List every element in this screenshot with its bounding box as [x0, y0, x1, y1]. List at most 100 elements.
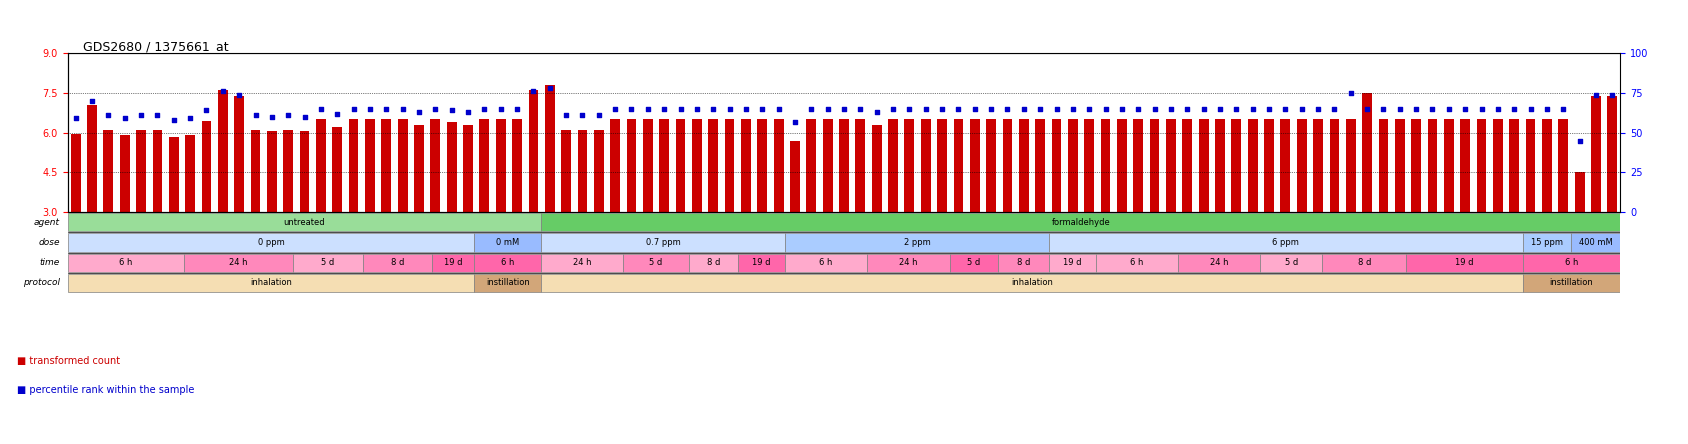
Point — [520, 88, 547, 95]
Point — [1337, 89, 1364, 96]
Point — [339, 105, 366, 112]
Bar — [1133, 119, 1143, 212]
Bar — [414, 125, 424, 212]
Point — [782, 118, 809, 125]
Point — [1305, 105, 1332, 112]
FancyBboxPatch shape — [474, 234, 542, 252]
FancyBboxPatch shape — [363, 254, 432, 272]
Bar — [398, 119, 407, 212]
Bar — [545, 85, 555, 212]
Point — [994, 105, 1021, 112]
Point — [1011, 105, 1038, 112]
Point — [209, 88, 236, 95]
Text: untreated: untreated — [284, 218, 326, 227]
Bar — [201, 121, 211, 212]
Point — [1239, 105, 1266, 112]
Bar — [1264, 119, 1274, 212]
Text: time: time — [39, 258, 59, 267]
Point — [684, 105, 711, 112]
Bar — [1379, 119, 1388, 212]
Bar — [1428, 119, 1438, 212]
Bar — [447, 122, 456, 212]
Point — [405, 108, 432, 115]
Point — [1190, 105, 1217, 112]
FancyBboxPatch shape — [689, 254, 738, 272]
Bar — [1084, 119, 1094, 212]
Bar — [724, 119, 734, 212]
Bar — [71, 134, 81, 212]
Bar — [381, 119, 392, 212]
FancyBboxPatch shape — [542, 254, 623, 272]
Bar — [1198, 119, 1209, 212]
Point — [192, 107, 219, 114]
FancyBboxPatch shape — [1406, 254, 1523, 272]
FancyBboxPatch shape — [1523, 254, 1620, 272]
Text: inhalation: inhalation — [1011, 278, 1053, 287]
Bar — [1394, 119, 1404, 212]
Point — [1386, 105, 1413, 112]
Point — [79, 97, 106, 104]
Point — [814, 105, 841, 112]
Bar — [626, 119, 636, 212]
Bar — [839, 119, 849, 212]
Point — [1403, 105, 1430, 112]
Text: 24 h: 24 h — [230, 258, 248, 267]
Text: 0.7 ppm: 0.7 ppm — [647, 238, 680, 247]
Bar — [986, 119, 996, 212]
Bar — [971, 119, 979, 212]
FancyBboxPatch shape — [998, 254, 1048, 272]
Bar — [1215, 119, 1225, 212]
Bar — [1150, 119, 1160, 212]
Bar — [316, 119, 326, 212]
Point — [1124, 105, 1151, 112]
Text: agent: agent — [34, 218, 59, 227]
Point — [896, 105, 923, 112]
FancyBboxPatch shape — [623, 254, 689, 272]
Point — [1075, 105, 1102, 112]
Point — [618, 105, 645, 112]
Text: 8 d: 8 d — [392, 258, 403, 267]
Text: 24 h: 24 h — [574, 258, 591, 267]
Bar — [186, 135, 196, 212]
Text: 5 d: 5 d — [967, 258, 981, 267]
FancyBboxPatch shape — [474, 254, 542, 272]
FancyBboxPatch shape — [868, 254, 950, 272]
Point — [1452, 105, 1479, 112]
Bar — [709, 119, 717, 212]
Point — [537, 85, 564, 92]
Bar — [1296, 119, 1307, 212]
Point — [1533, 105, 1560, 112]
Point — [1026, 105, 1053, 112]
Point — [830, 105, 858, 112]
Point — [552, 112, 579, 119]
Bar — [1411, 119, 1421, 212]
Bar — [284, 130, 294, 212]
Point — [143, 112, 170, 119]
Bar — [1526, 119, 1536, 212]
Point — [1566, 137, 1593, 144]
Point — [1469, 105, 1496, 112]
Point — [226, 91, 253, 98]
Bar — [856, 119, 866, 212]
Bar — [1069, 119, 1077, 212]
Bar — [1592, 95, 1600, 212]
Bar — [1003, 119, 1013, 212]
Bar — [692, 119, 702, 212]
Point — [765, 105, 792, 112]
Point — [422, 105, 449, 112]
Text: 6 ppm: 6 ppm — [1273, 238, 1300, 247]
Point — [160, 116, 187, 123]
Bar — [250, 130, 260, 212]
Text: formaldehyde: formaldehyde — [1052, 218, 1111, 227]
Text: 6 h: 6 h — [1129, 258, 1143, 267]
Point — [1092, 105, 1119, 112]
Bar — [871, 125, 881, 212]
Bar — [1345, 119, 1355, 212]
Text: ■ percentile rank within the sample: ■ percentile rank within the sample — [17, 385, 194, 395]
Point — [635, 105, 662, 112]
Point — [1158, 105, 1185, 112]
Bar — [1247, 119, 1258, 212]
Point — [454, 108, 481, 115]
Bar — [1101, 119, 1111, 212]
Bar — [430, 119, 441, 212]
